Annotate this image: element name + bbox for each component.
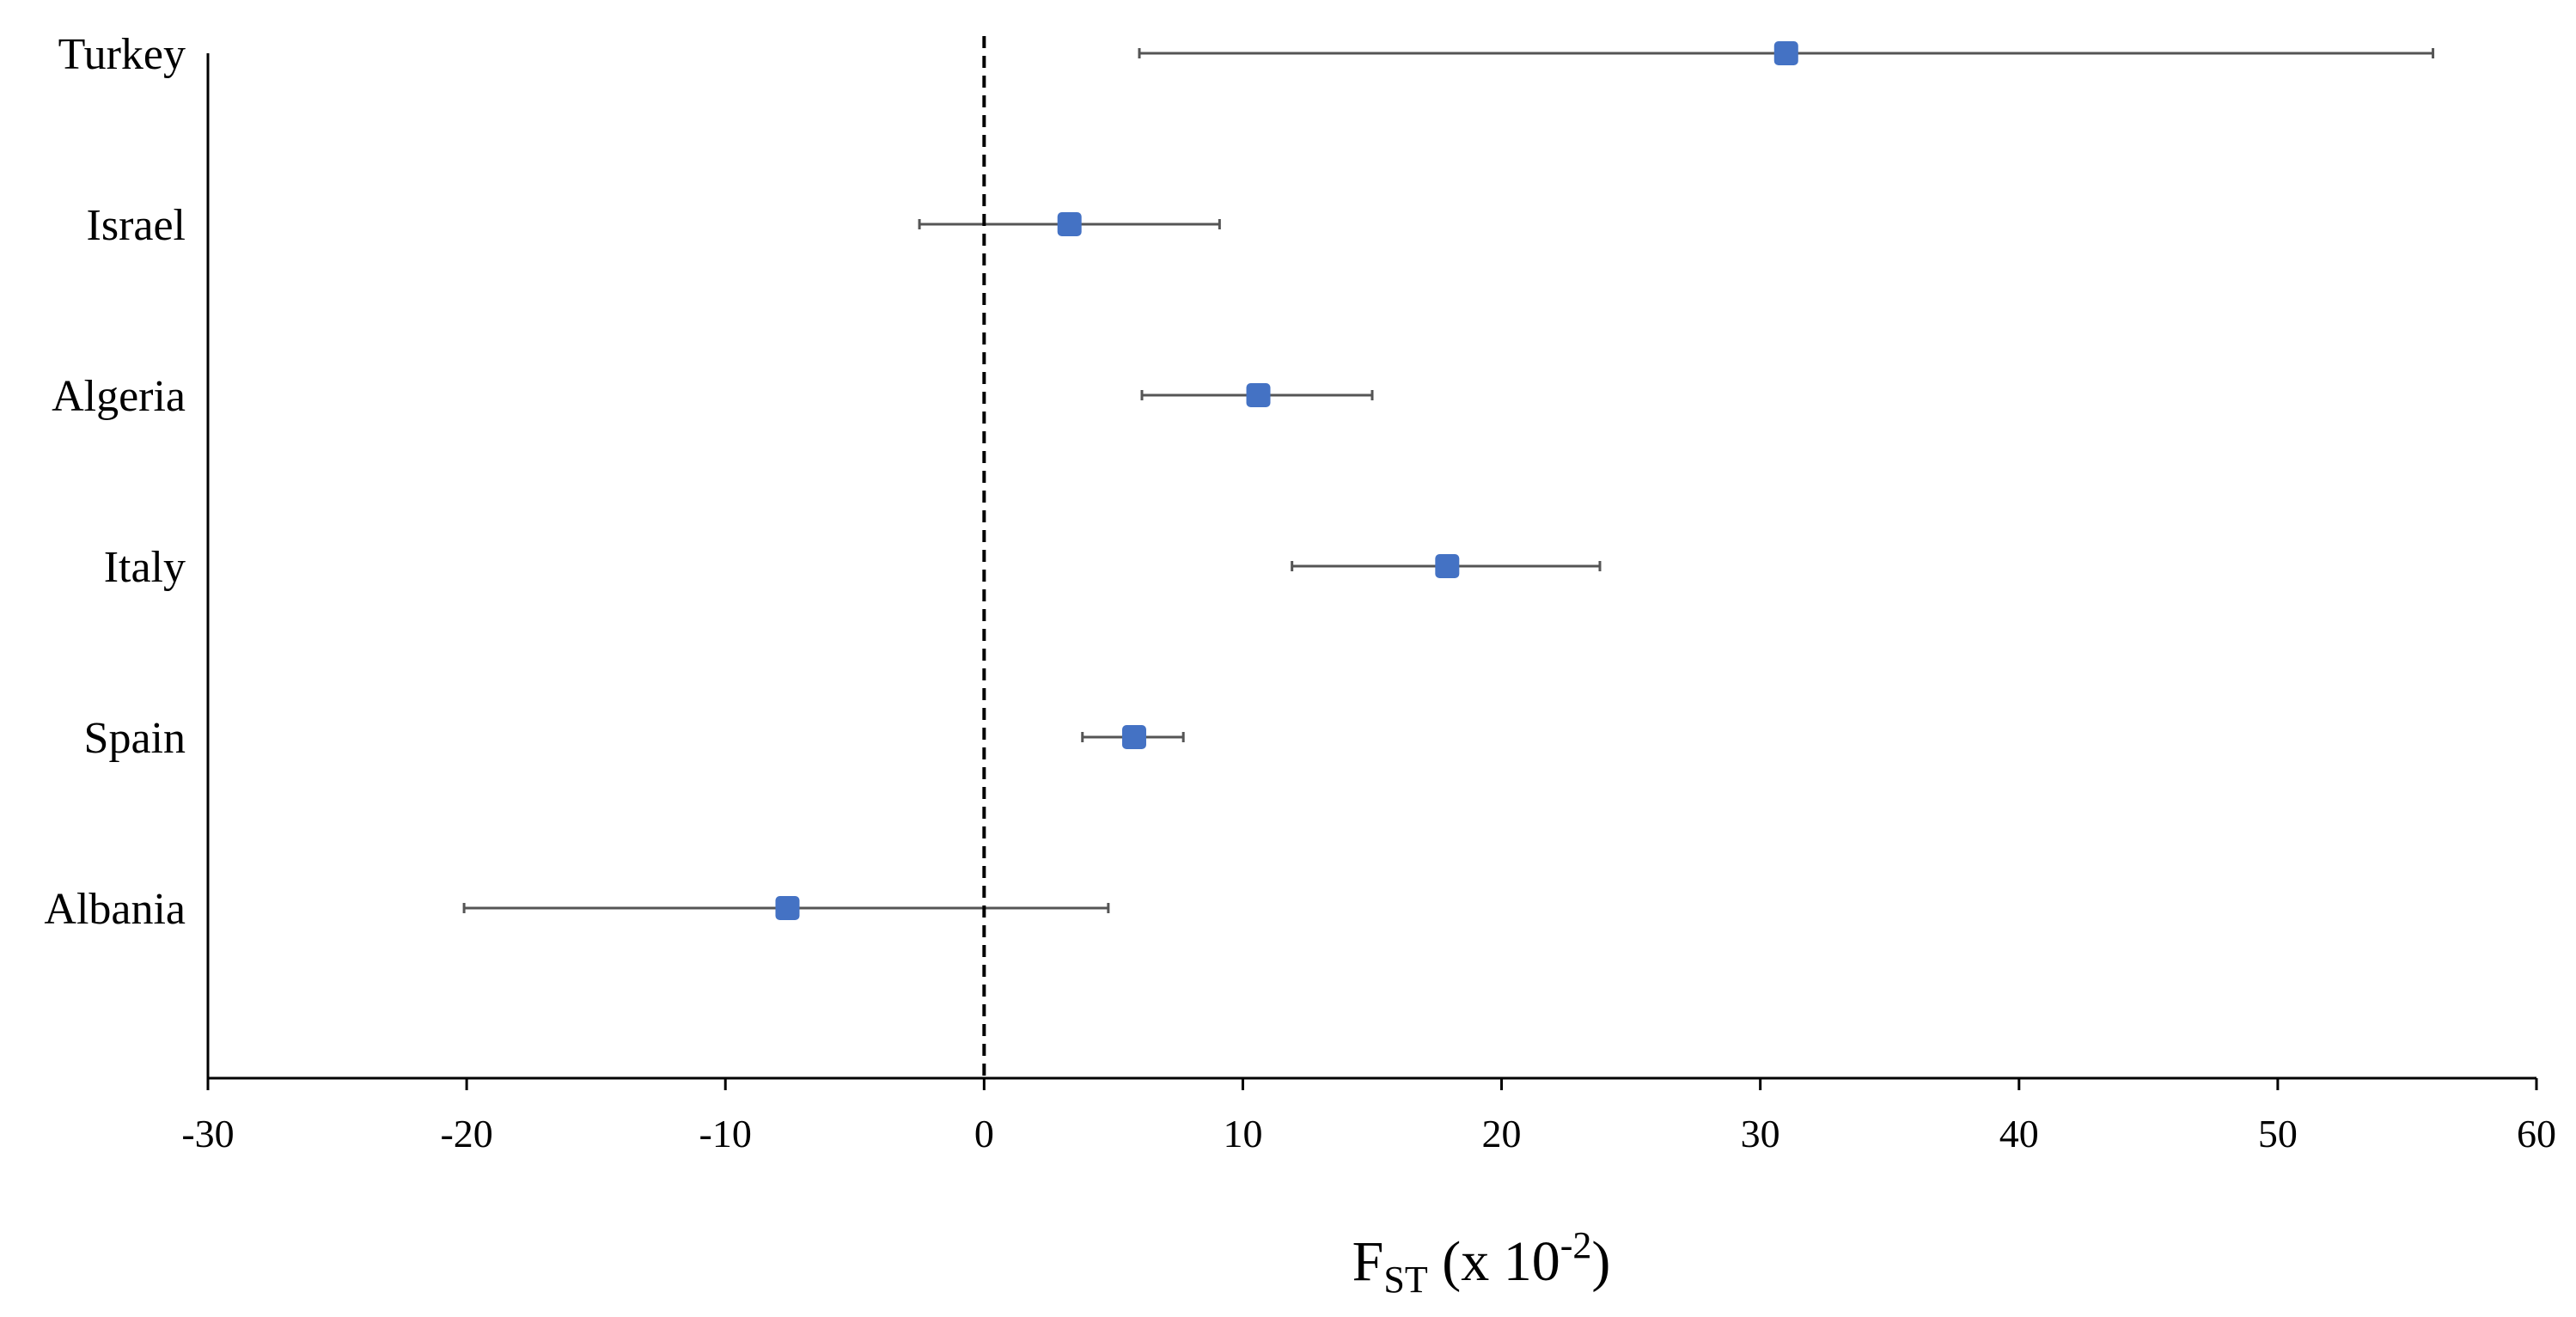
- x-axis-title-superscript: -2: [1560, 1224, 1592, 1266]
- data-point-marker: [1057, 212, 1082, 236]
- x-axis-title: FST (x 10-2): [1352, 1224, 1611, 1301]
- x-tick-label: -20: [440, 1112, 492, 1155]
- category-label: Italy: [104, 543, 186, 592]
- markers-group: [775, 41, 1798, 920]
- error-bars-group: [462, 48, 2435, 913]
- category-label: Albania: [44, 885, 186, 934]
- x-tick-label: -30: [181, 1112, 234, 1155]
- category-label: Algeria: [52, 372, 186, 421]
- x-tick-label: 30: [1741, 1112, 1780, 1155]
- x-tick-label: 60: [2517, 1112, 2556, 1155]
- category-label: Israel: [87, 201, 186, 250]
- category-label: Spain: [84, 714, 186, 763]
- category-labels-group: Turkey Israel Algeria Italy Spain Albania: [44, 30, 186, 934]
- category-label: Turkey: [58, 30, 186, 79]
- x-tick-label: 50: [2258, 1112, 2298, 1155]
- x-tick-label: 20: [1482, 1112, 1522, 1155]
- data-point-marker: [1246, 383, 1271, 407]
- x-axis-title-paren-open: (x 10: [1428, 1230, 1560, 1293]
- x-tick-label: -10: [699, 1112, 752, 1155]
- axes-group: [206, 53, 2536, 1080]
- data-point-marker: [1435, 554, 1460, 578]
- x-ticks-group: -30 -20 -10 0 10 20 30 40 50 60: [181, 1078, 2556, 1155]
- x-axis-title-paren-close: ): [1591, 1230, 1610, 1293]
- x-tick-label: 0: [974, 1112, 994, 1155]
- data-point-marker: [775, 896, 800, 920]
- x-tick-label: 10: [1223, 1112, 1262, 1155]
- x-axis-title-main: F: [1352, 1230, 1384, 1293]
- data-point-marker: [1773, 41, 1798, 65]
- x-tick-label: 40: [1999, 1112, 2039, 1155]
- data-point-marker: [1121, 725, 1146, 749]
- x-axis-title-subscript: ST: [1383, 1259, 1427, 1301]
